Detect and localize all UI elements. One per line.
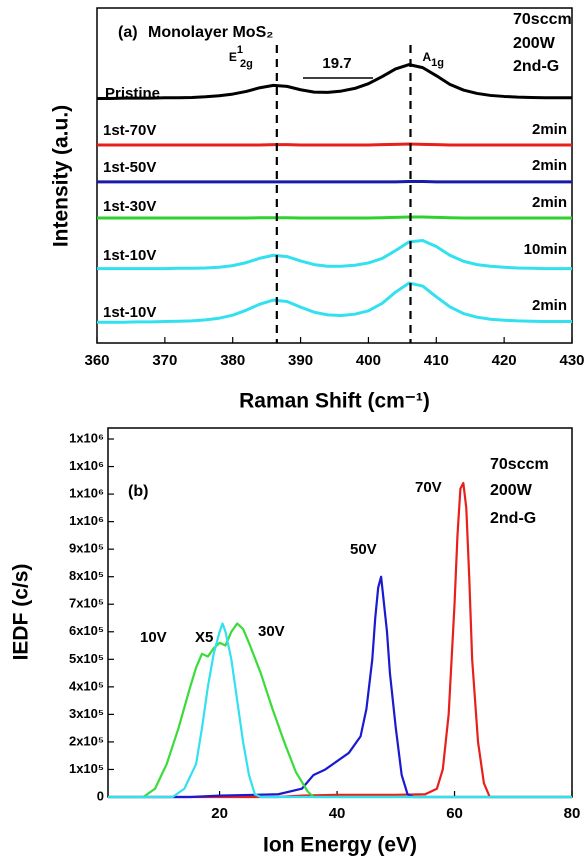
series-label: 1st-70V <box>103 122 156 139</box>
x-axis-label: Raman Shift (cm⁻¹) <box>239 390 430 413</box>
y-tick-label: 6x10⁵ <box>69 623 104 638</box>
series-label: 30V <box>258 623 285 640</box>
peak-label: E1 2g <box>229 44 253 70</box>
panel-label: (b) <box>128 483 148 500</box>
condition-label: 2nd-G <box>513 58 559 75</box>
panel-title: Monolayer MoS₂ <box>148 24 273 41</box>
y-tick-label: 1x10⁶ <box>69 513 104 528</box>
peak-base: A <box>423 50 432 64</box>
x-tick-label: 380 <box>220 352 245 369</box>
series-label: Pristine <box>105 85 160 102</box>
x-tick-label: 370 <box>152 352 177 369</box>
y-tick-label: 1x10⁵ <box>69 761 104 776</box>
series-line <box>108 622 572 799</box>
x-tick-label: 420 <box>492 352 517 369</box>
duration-label: 10min <box>524 241 567 258</box>
series-line <box>97 215 572 220</box>
x-tick-label: 360 <box>84 352 109 369</box>
y-tick-label: 1x10⁶ <box>69 458 104 473</box>
series-label: 70V <box>415 479 442 496</box>
x-tick-label: 40 <box>329 805 346 822</box>
series-label: 1st-50V <box>103 159 156 176</box>
series-label: 50V <box>350 541 377 558</box>
condition-label: 2nd-G <box>490 510 536 527</box>
y-tick-label: 5x10⁵ <box>69 651 104 666</box>
y-tick-label: 2x10⁵ <box>69 733 104 748</box>
series-line <box>108 575 572 799</box>
series-note: X5 <box>195 629 213 646</box>
x-tick-label: 410 <box>424 352 449 369</box>
x-tick-label: 390 <box>288 352 313 369</box>
series-line <box>97 238 572 271</box>
peak-label: A1g <box>423 50 445 69</box>
series-line <box>108 622 572 799</box>
x-tick-label: 60 <box>446 805 463 822</box>
condition-label: 200W <box>513 35 556 52</box>
series-label: 10V <box>140 629 167 646</box>
duration-label: 2min <box>532 157 567 174</box>
duration-label: 2min <box>532 121 567 138</box>
series-label: 1st-10V <box>103 304 156 321</box>
y-tick-label: 4x10⁵ <box>69 678 104 693</box>
y-axis-label: Intensity (a.u.) <box>50 105 73 247</box>
condition-label: 70sccm <box>490 456 549 473</box>
y-tick-label: 9x10⁵ <box>69 541 104 556</box>
peak-sub: 1g <box>431 57 444 69</box>
peak-sub: 2g <box>240 58 253 70</box>
peak-base: E <box>229 50 237 64</box>
y-tick-label: 8x10⁵ <box>69 568 104 583</box>
y-axis-label: IEDF (c/s) <box>10 564 33 661</box>
y-tick-label: 1x10⁶ <box>69 430 104 445</box>
condition-label: 200W <box>490 482 533 499</box>
x-axis-label: Ion Energy (eV) <box>263 834 417 857</box>
series-line <box>97 142 572 147</box>
series-label: 1st-10V <box>103 247 156 264</box>
duration-label: 2min <box>532 194 567 211</box>
y-tick-label: 7x10⁵ <box>69 596 104 611</box>
y-tick-label: 0 <box>97 788 104 803</box>
x-tick-label: 430 <box>559 352 584 369</box>
splitting-label: 19.7 <box>322 55 351 72</box>
panel-label: (a) <box>118 24 138 41</box>
x-tick-label: 20 <box>211 805 228 822</box>
plot-frame <box>96 7 573 344</box>
series-label: 1st-30V <box>103 198 156 215</box>
series-line <box>97 63 572 100</box>
duration-label: 2min <box>532 297 567 314</box>
y-tick-label: 1x10⁶ <box>69 486 104 501</box>
x-tick-label: 400 <box>356 352 381 369</box>
series-line <box>97 281 572 324</box>
x-tick-label: 80 <box>564 805 581 822</box>
series-line <box>108 481 572 799</box>
condition-label: 70sccm <box>513 11 572 28</box>
peak-sup: 1 <box>237 44 243 56</box>
y-tick-label: 3x10⁵ <box>69 706 104 721</box>
